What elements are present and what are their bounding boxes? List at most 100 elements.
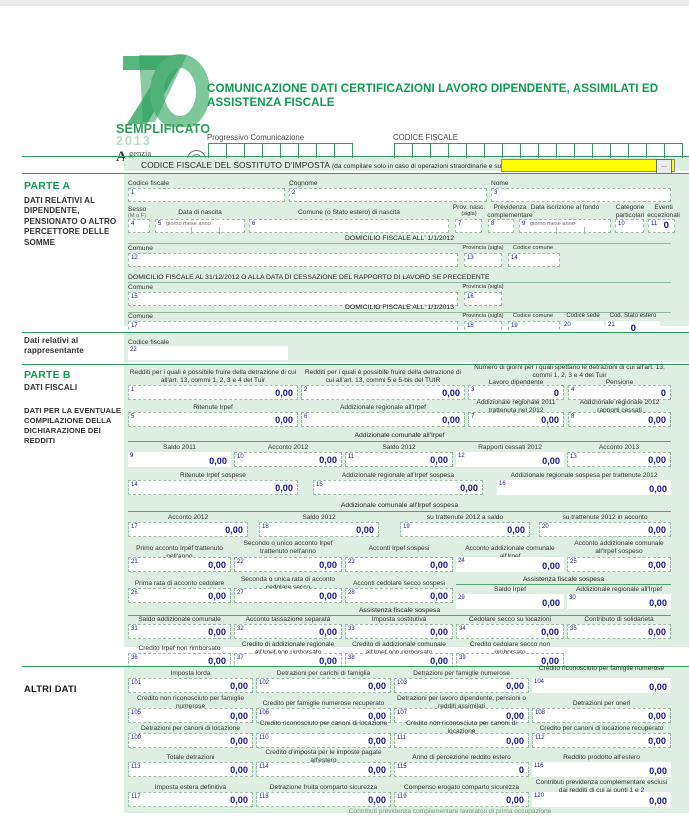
field-b35-input[interactable]: 35 0,00	[567, 624, 671, 639]
field-106-input[interactable]: 106 0,00	[256, 708, 391, 723]
field-110-input[interactable]: 110 0,00	[256, 733, 391, 748]
field-b33-input[interactable]: 33 0,00	[345, 624, 453, 639]
field-113-value: 0,00	[230, 765, 248, 775]
field-b32-input[interactable]: 32 0,00	[234, 624, 342, 639]
field-b24-input[interactable]: 24 0,00	[456, 557, 564, 572]
field-2-input[interactable]: 2	[289, 188, 487, 202]
field-3-input[interactable]: 3	[491, 188, 671, 202]
field-b28-input[interactable]: 28 0,00	[345, 588, 453, 603]
field-b25-input[interactable]: 25 0,00	[567, 557, 671, 572]
field-15-input[interactable]: 15	[128, 292, 458, 306]
field-b3-input[interactable]: 3 0	[468, 385, 564, 400]
field-3-number: 3	[494, 190, 498, 196]
field-b10-input[interactable]: 10 0,00	[234, 452, 342, 467]
field-116-input[interactable]: 116 0,00	[532, 762, 671, 777]
field-118-input[interactable]: 118 0,00	[256, 792, 391, 807]
field-b37-input[interactable]: 37 0,00	[234, 653, 342, 668]
field-b25-value: 0,00	[648, 560, 666, 570]
field-4-input[interactable]: 4	[128, 219, 150, 233]
field-b26-input[interactable]: 26 0,00	[128, 588, 231, 603]
field-21-input[interactable]: 21 0	[606, 321, 660, 335]
field-b4-input[interactable]: 4 0	[568, 385, 671, 400]
field-b21-value: 0,00	[208, 560, 226, 570]
field-b13-input[interactable]: 13 0,00	[567, 452, 671, 467]
field-b20-input[interactable]: 20 0,00	[539, 522, 671, 537]
field-b18-value: 0,00	[356, 525, 374, 535]
field-102-input[interactable]: 102 0,00	[256, 678, 391, 693]
field-b11-label: Saldo 2012	[382, 444, 416, 451]
field-111-value: 0,00	[506, 736, 524, 746]
field-22-input[interactable]: 22	[128, 346, 288, 360]
field-b26-number: 26	[131, 590, 138, 596]
field-115-input[interactable]: 115 0	[394, 762, 529, 777]
field-b15-input[interactable]: 15 0,00	[313, 480, 483, 495]
field-18-number: 18	[467, 323, 474, 329]
field-b4-number: 4	[571, 387, 575, 393]
field-b18-input[interactable]: 18 0,00	[259, 522, 379, 537]
field-15-label: Comune	[128, 284, 153, 291]
field-b17-value: 0,00	[225, 525, 243, 535]
field-b34-input[interactable]: 34 0,00	[456, 624, 564, 639]
field-14-input[interactable]: 14	[508, 253, 560, 267]
field-b7-input[interactable]: 7 0,00	[468, 412, 564, 427]
field-105-input[interactable]: 105 0,00	[128, 708, 253, 723]
field-b14-number: 14	[131, 482, 138, 488]
field-112-input[interactable]: 112 0,00	[532, 733, 671, 748]
field-b23-input[interactable]: 23 0,00	[345, 557, 453, 572]
field-b30-input[interactable]: 30 0,00	[567, 594, 671, 609]
field-8-input[interactable]: 8	[488, 219, 514, 233]
field-b8-input[interactable]: 8 0,00	[568, 412, 671, 427]
field-b23-number: 23	[348, 559, 355, 565]
field-14-label: Codice comune	[512, 245, 554, 251]
field-12-input[interactable]: 12	[128, 253, 458, 267]
field-8-label: Previdenza complementare	[487, 204, 533, 219]
field-b31-input[interactable]: 31 0,00	[128, 624, 231, 639]
field-108-input[interactable]: 108 0,00	[532, 708, 671, 723]
field-b20-label: su trattenute 2012 in acconto	[562, 514, 648, 521]
field-11-input[interactable]: 11 0	[648, 219, 675, 233]
field-13-input[interactable]: 13	[464, 253, 502, 267]
field-b12-input[interactable]: 12 0,00	[456, 452, 564, 467]
field-111-input[interactable]: 111 0,00	[394, 733, 529, 748]
field-10-input[interactable]: 10	[615, 219, 644, 233]
field-b26-value: 0,00	[208, 591, 226, 601]
field-b21-input[interactable]: 21 0,00	[128, 557, 231, 572]
field-119-input[interactable]: 119 0,00	[394, 792, 529, 807]
field-107-input[interactable]: 107 0,00	[394, 708, 529, 723]
field-b9-input[interactable]: 9 0,00	[128, 452, 231, 467]
field-b14-input[interactable]: 14 0,00	[128, 480, 298, 495]
field-16-input[interactable]: 16	[464, 292, 502, 306]
field-b6-input[interactable]: 6 0,00	[301, 412, 465, 427]
field-b1-input[interactable]: 1 0,00	[128, 385, 298, 400]
field-7-input[interactable]: 7	[455, 219, 482, 233]
field-101-input[interactable]: 101 0,00	[128, 678, 253, 693]
field-b5-input[interactable]: 5 0,00	[128, 412, 298, 427]
field-11-label: Eventi eccezionali	[647, 204, 680, 219]
field-b19-input[interactable]: 19 0,00	[400, 522, 530, 537]
field-120-input[interactable]: 120 0,00	[532, 792, 671, 807]
field-b22-number: 22	[237, 559, 244, 565]
field-b29-input[interactable]: 29 0,00	[456, 594, 564, 609]
field-104-input[interactable]: 104 0,00	[532, 678, 671, 693]
field-109-input[interactable]: 109 0,00	[128, 733, 253, 748]
substitute-cf-input[interactable]	[501, 159, 675, 172]
field-b2-input[interactable]: 2 0,00	[301, 385, 465, 400]
field-1-input[interactable]: 1	[128, 188, 285, 202]
field-b22-input[interactable]: 22 0,00	[234, 557, 342, 572]
field-103-input[interactable]: 103 0,00	[394, 678, 529, 693]
field-117-input[interactable]: 117 0,00	[128, 792, 253, 807]
field-16-label: Provincia (sigla)	[462, 284, 504, 290]
field-20-input[interactable]: 20	[562, 321, 604, 335]
field-b17-input[interactable]: 17 0,00	[128, 522, 248, 537]
field-b16-input[interactable]: 16 0,00	[497, 480, 671, 495]
field-b19-value: 0,00	[507, 525, 525, 535]
field-b27-input[interactable]: 27 0,00	[234, 588, 342, 603]
field-113-input[interactable]: 113 0,00	[128, 762, 253, 777]
field-5-input[interactable]: 5 giorno mese anno	[155, 219, 245, 234]
date-sep	[584, 227, 585, 234]
field-b11-input[interactable]: 11 0,00	[345, 452, 453, 467]
field-6-input[interactable]: 6	[249, 219, 449, 233]
substitute-picker-button[interactable]: ...	[656, 159, 672, 174]
field-9-input[interactable]: 9 giorno mese anno	[519, 219, 611, 234]
field-114-input[interactable]: 114 0,00	[256, 762, 391, 777]
